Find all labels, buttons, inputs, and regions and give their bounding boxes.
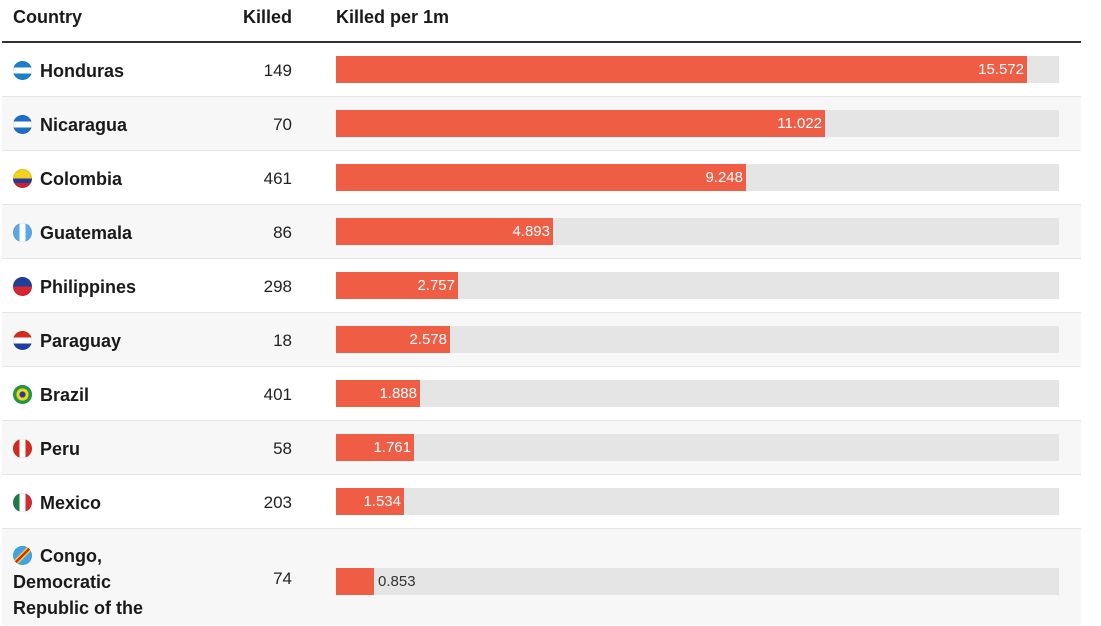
bar-value-label: 1.534 [363,493,401,510]
header-killed-per-1m: Killed per 1m [336,7,450,27]
peru-flag-icon [13,439,32,458]
bar-colombia [336,164,746,191]
killed-count: 401 [263,385,292,404]
bar-value-label: 15.572 [978,61,1024,78]
bar-value-label: 4.893 [512,223,550,240]
table-row: Honduras 149 15.572 [2,43,1081,97]
header-killed: Killed [242,7,292,27]
killed-count: 70 [273,115,292,134]
country-name: Mexico [40,493,102,513]
bar-guatemala [336,218,553,245]
country-cell: Philippines [13,274,213,300]
bar-paraguay [336,326,450,353]
bar-mexico [336,488,404,515]
bar-nicaragua [336,110,825,137]
bar-value-label: 2.578 [409,331,447,348]
killed-count: 203 [263,493,292,512]
table-row: Colombia 461 9.248 [2,151,1081,205]
table-row: Congo, Democratic Republic of the 74 0.853 [2,529,1081,625]
country-name: Philippines [40,277,137,297]
bar-dr-congo [336,568,374,595]
philippines-flag-icon [13,277,32,296]
country-name: Colombia [40,169,123,189]
bar-value-label: 2.757 [417,277,455,294]
guatemala-flag-icon [13,223,32,242]
killed-count: 149 [263,61,292,80]
killed-count: 461 [263,169,292,188]
bar-track: 11.022 [336,110,1059,137]
killed-count: 86 [273,223,292,242]
bar-track: 15.572 [336,56,1059,83]
table-row: Brazil 401 1.888 [2,367,1081,421]
bar-track: 4.893 [336,218,1059,245]
paraguay-flag-icon [13,331,32,350]
country-cell: Peru [13,436,213,462]
country-cell: Honduras [13,58,213,84]
colombia-flag-icon [13,169,32,188]
killed-count: 18 [273,331,292,350]
country-cell: Colombia [13,166,213,192]
bar-value-label: 1.888 [379,385,417,402]
brazil-flag-icon [13,385,32,404]
table-body: Honduras 149 15.572 Nicaragua 70 11.022 Colomb… [2,43,1081,625]
nicaragua-flag-icon [13,115,32,134]
killed-count: 74 [273,569,292,588]
country-name: Nicaragua [40,115,128,135]
table-row: Guatemala 86 4.893 [2,205,1081,259]
bar-honduras [336,56,1027,83]
mexico-flag-icon [13,493,32,512]
bar-track: 2.757 [336,272,1059,299]
bar-peru [336,434,414,461]
table-row: Peru 58 1.761 [2,421,1081,475]
bar-track: 2.578 [336,326,1059,353]
bar-value-label: 0.853 [378,573,416,590]
table-row: Philippines 298 2.757 [2,259,1081,313]
bar-brazil [336,380,420,407]
country-cell: Congo, Democratic Republic of the [13,543,183,621]
killed-count: 298 [263,277,292,296]
bar-track: 1.534 [336,488,1059,515]
country-name: Honduras [40,61,125,81]
country-cell: Guatemala [13,220,213,246]
country-name: Peru [40,439,81,459]
bar-track: 9.248 [336,164,1059,191]
killed-per-million-table: Country Killed Killed per 1m Honduras 149… [2,0,1081,625]
country-cell: Paraguay [13,328,213,354]
killed-count: 58 [273,439,292,458]
table-row: Nicaragua 70 11.022 [2,97,1081,151]
table-row: Paraguay 18 2.578 [2,313,1081,367]
country-cell: Mexico [13,490,213,516]
honduras-flag-icon [13,61,32,80]
bar-philippines [336,272,458,299]
country-cell: Nicaragua [13,112,213,138]
bar-value-label: 11.022 [777,115,822,132]
table-header: Country Killed Killed per 1m [2,0,1081,43]
header-country: Country [13,7,82,27]
country-name: Congo, Democratic Republic of the [13,546,143,618]
country-name: Paraguay [40,331,122,351]
table-row: Mexico 203 1.534 [2,475,1081,529]
bar-track: 0.853 [336,568,1059,595]
bar-track: 1.761 [336,434,1059,461]
country-cell: Brazil [13,382,213,408]
country-name: Brazil [40,385,90,405]
bar-track: 1.888 [336,380,1059,407]
country-name: Guatemala [40,223,133,243]
bar-value-label: 9.248 [705,169,743,186]
dr-congo-flag-icon [13,546,32,565]
bar-value-label: 1.761 [373,439,411,456]
